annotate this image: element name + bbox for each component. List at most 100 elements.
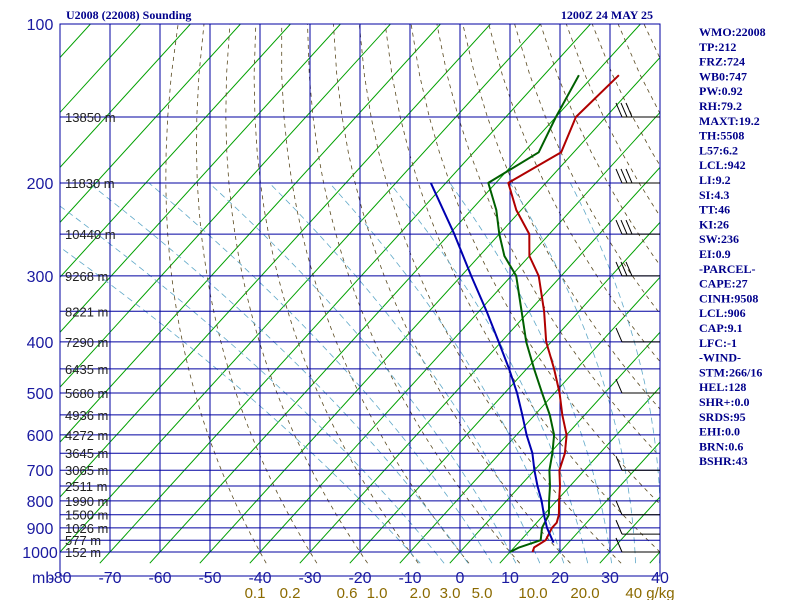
isotherm-line — [399, 276, 660, 564]
index-value: KI:26 — [699, 217, 729, 231]
mixing-ratio-label: 10.0 — [518, 585, 547, 600]
pressure-tick-label: 400 — [27, 335, 54, 352]
moist-adiabat — [88, 182, 469, 564]
isotherm-line — [149, 24, 642, 564]
index-value: CAP:9.1 — [699, 321, 743, 335]
dry-adiabat — [333, 24, 571, 564]
plot-frame — [59, 23, 661, 577]
height-label: 11830 m — [65, 176, 115, 191]
isotherm-line — [549, 441, 660, 564]
pressure-tick-label: 700 — [27, 463, 54, 480]
mixing-ratio-label: 40 g/kg — [625, 585, 674, 600]
height-label: 5680 m — [65, 386, 108, 401]
temperature-tick-label: 30 — [601, 570, 619, 587]
isotherm-line — [60, 24, 242, 224]
wind-barb — [615, 519, 660, 535]
temperature-tick-label: -10 — [398, 570, 421, 587]
isotherm-line — [499, 386, 660, 564]
pressure-tick-label: 900 — [27, 521, 54, 538]
dry-adiabat — [410, 24, 660, 505]
index-value: BRN:0.6 — [699, 439, 743, 453]
moist-adiabat — [60, 205, 445, 564]
index-value: RH:79.2 — [699, 99, 742, 113]
moist-adiabat — [60, 246, 421, 564]
isotherm-line — [60, 24, 292, 279]
isotherm-line — [199, 56, 660, 564]
dry-adiabat — [253, 24, 419, 564]
index-value: -PARCEL- — [699, 262, 755, 276]
temperature-tick-label: 20 — [551, 570, 569, 587]
dry-adiabat — [165, 24, 267, 564]
dry-adiabat — [307, 24, 521, 564]
dry-adiabat — [384, 24, 660, 553]
index-value: LCL:942 — [699, 158, 746, 172]
pressure-unit-label: mb — [32, 570, 54, 587]
dry-adiabat — [540, 24, 660, 266]
isotherm-line — [349, 221, 660, 564]
wind-barb — [615, 500, 660, 516]
index-value: SHR+:0.0 — [699, 395, 750, 409]
moist-adiabat — [389, 182, 589, 564]
dry-adiabat — [488, 24, 660, 363]
temperature-tick-label: -60 — [148, 570, 171, 587]
chart-timestamp: 1200Z 24 MAY 25 — [561, 8, 653, 22]
pressure-tick-label: 500 — [27, 386, 54, 403]
isotherm-line — [60, 24, 192, 169]
height-label: 1026 m — [65, 521, 108, 536]
height-label: 1500 m — [65, 508, 108, 523]
moist-adiabat — [509, 182, 636, 564]
isotherm-line — [60, 24, 492, 498]
index-value: STM:266/16 — [699, 365, 762, 379]
temperature-tick-label: -40 — [248, 570, 271, 587]
isotherm-line — [60, 24, 392, 388]
index-value: MAXT:19.2 — [699, 114, 760, 128]
index-value: L57:6.2 — [699, 143, 738, 157]
dry-adiabat — [196, 24, 318, 564]
isotherm-line — [299, 166, 660, 564]
isotherm-line — [60, 24, 542, 553]
height-label: 152 m — [65, 545, 101, 560]
isotherm-line — [249, 111, 660, 564]
wind-barb — [615, 168, 660, 184]
wind-barb — [615, 219, 660, 235]
index-value: BSHR:43 — [699, 454, 748, 468]
height-label: 3065 m — [65, 463, 108, 478]
moist-adiabat-lines — [60, 182, 660, 564]
index-value: CINH:9508 — [699, 291, 758, 305]
wind-barb — [615, 378, 660, 394]
index-value: TH:5508 — [699, 129, 744, 143]
height-labels: 13850 m 11830 m 10440 m 9268 m 8221 m 7290 m 6… — [65, 110, 116, 560]
pressure-tick-label: 300 — [27, 269, 54, 286]
wind-barb — [615, 456, 660, 471]
index-value: LFC:-1 — [699, 336, 737, 350]
isotherm-line — [60, 24, 142, 114]
index-value: WMO:22008 — [699, 25, 766, 39]
index-value: FRZ:724 — [699, 55, 745, 69]
index-value: WB0:747 — [699, 69, 747, 83]
temperature-tick-label: -20 — [348, 570, 371, 587]
mixing-ratio-axis: 0.1 0.2 0.6 1.0 2.0 3.0 5.0 10.0 20.0 40 g/kg — [245, 585, 675, 600]
dry-adiabat-lines — [165, 24, 660, 564]
pressure-tick-label: 200 — [27, 176, 54, 193]
height-label: 9268 m — [65, 269, 108, 284]
moist-adiabat — [148, 182, 493, 564]
mixing-ratio-label: 20.0 — [570, 585, 599, 600]
isotherm-line — [99, 24, 592, 564]
pressure-tick-label: 100 — [27, 17, 54, 34]
pressure-tick-label: 800 — [27, 494, 54, 511]
mixing-ratio-label: 0.6 — [337, 585, 358, 600]
temperature-tick-label: 0 — [456, 570, 465, 587]
height-label: 577 m — [65, 533, 101, 548]
moist-adiabat — [569, 182, 660, 564]
mixing-ratio-label: 5.0 — [472, 585, 493, 600]
pressure-tick-label: 600 — [27, 428, 54, 445]
mixing-ratio-label: 2.0 — [410, 585, 431, 600]
parcel-line — [429, 182, 555, 544]
temperature-line — [507, 74, 620, 553]
index-value: SI:4.3 — [699, 188, 729, 202]
index-value: -WIND- — [699, 351, 741, 365]
moist-adiabat — [329, 182, 565, 564]
wind-barb — [615, 261, 660, 277]
temperature-tick-label: -50 — [198, 570, 221, 587]
